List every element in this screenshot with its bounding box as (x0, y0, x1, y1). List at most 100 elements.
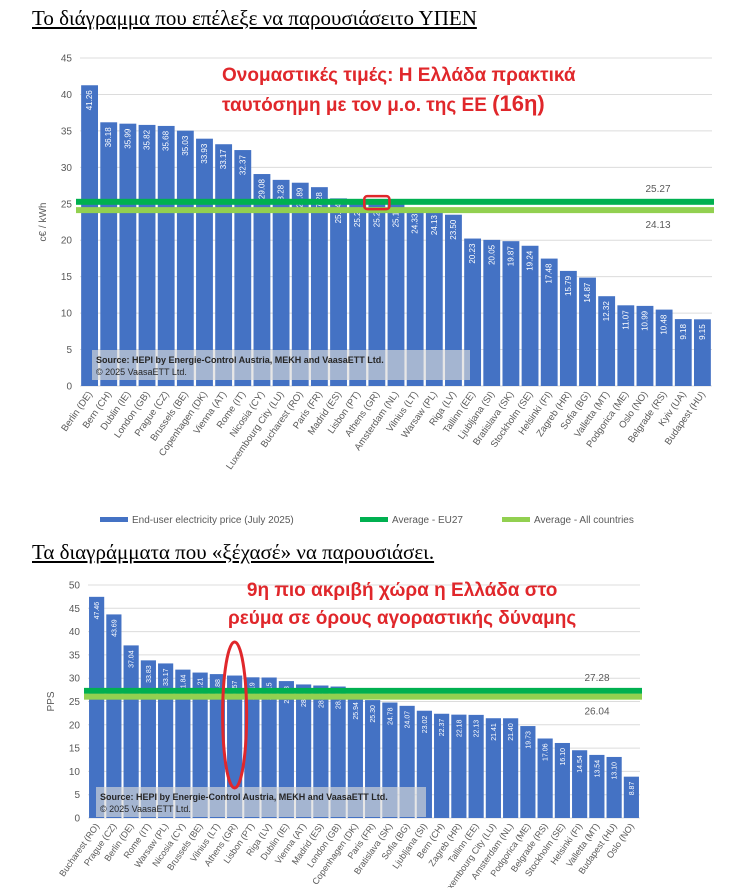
c2-data-label: 13.10 (612, 762, 619, 780)
c1-data-label: 10.48 (660, 314, 669, 335)
c1-data-label: 19.24 (526, 250, 535, 271)
c1-bar (81, 85, 99, 387)
c2-bar (623, 776, 639, 818)
c1-bar (559, 270, 577, 386)
c2-data-label: 21.41 (491, 723, 498, 741)
c2-data-label: 31.21 (198, 677, 205, 695)
c1-bar (445, 214, 462, 386)
c1-bar (196, 138, 213, 386)
c1-data-label: 20.23 (468, 243, 477, 264)
c1-legend-swatch (502, 517, 530, 522)
c1-bar (272, 179, 290, 386)
c1-average-line (76, 207, 714, 214)
c1-legend-swatch (360, 517, 388, 522)
c1-y-tick-label: 25 (61, 199, 73, 210)
heading-top: Το διάγραμμα που επέλεξε να παρουσιάσειτ… (32, 6, 477, 30)
c1-bar (387, 202, 405, 386)
c1-data-label: 35.03 (181, 135, 190, 156)
c2-y-tick-label: 50 (69, 581, 81, 592)
c1-bar (636, 305, 654, 386)
c1-bars: 41.26 36.18 35.99 35.82 35.68 35.03 33.93 33.17… (81, 85, 711, 387)
c1-y-tick-label: 10 (61, 309, 73, 320)
c2-data-label: 21.40 (508, 723, 515, 741)
c1-bar (579, 277, 596, 386)
c1-data-label: 24.33 (411, 213, 420, 234)
c1-average-line (76, 198, 714, 205)
c1-bar (655, 309, 673, 386)
c2-average-value-label: 27.28 (584, 673, 609, 684)
c2-bar (89, 596, 105, 818)
c1-data-label: 33.93 (200, 143, 209, 164)
c2-y-tick-label: 20 (69, 720, 81, 731)
callout-nominal-line2: ταυτόσημη με τον μ.ο. της ΕΕ (222, 95, 487, 116)
callout-nominal-rank: (16η) (492, 91, 545, 116)
c1-data-label: 9.18 (679, 324, 688, 340)
c2-bar (606, 756, 622, 818)
c2-average-line (84, 687, 642, 694)
c2-copyright-text: © 2025 VaasaETT Ltd. (100, 804, 191, 814)
c2-bar (106, 614, 122, 818)
c1-bar (368, 202, 386, 386)
c2-bar (434, 713, 450, 818)
c1-data-label: 41.26 (85, 90, 94, 111)
c1-bar (521, 245, 539, 386)
c2-y-tick-label: 0 (74, 814, 80, 825)
c2-bar (158, 663, 174, 818)
c1-y-tick-label: 45 (61, 54, 73, 65)
c2-y-tick-label: 45 (69, 604, 81, 615)
c2-bar (140, 660, 156, 818)
c2-data-label: 14.54 (577, 755, 584, 773)
c1-data-label: 25.19 (392, 207, 401, 228)
c1-source-text: Source: HEPI by Energie-Control Austria,… (96, 355, 384, 365)
c2-bar (278, 681, 294, 818)
c1-bar (138, 124, 156, 387)
c1-bar (693, 319, 711, 386)
c2-data-label: 33.83 (146, 665, 153, 683)
c2-y-tick-label: 30 (69, 674, 81, 685)
c1-bar (617, 305, 635, 386)
c1-bar (483, 239, 501, 386)
c2-bar (520, 726, 536, 818)
c1-data-label: 19.87 (506, 246, 515, 267)
c2-y-tick-label: 35 (69, 650, 81, 661)
c1-bar (253, 174, 271, 386)
c1-legend-label: Average - EU27 (392, 515, 463, 526)
c1-bar (119, 123, 137, 387)
c2-y-axis-title: PPS (46, 691, 57, 711)
c2-y-tick-label: 10 (69, 767, 81, 778)
c1-data-label: 9.15 (698, 324, 707, 340)
c2-data-label: 22.37 (439, 719, 446, 737)
c2-y-tick-label: 15 (69, 744, 81, 755)
c1-source-box: Source: HEPI by Energie-Control Austria,… (92, 350, 470, 380)
c1-data-label: 24.13 (430, 215, 439, 236)
c1-average-value-label: 24.13 (645, 220, 670, 231)
c2-bar (175, 669, 191, 818)
c2-data-label: 22.13 (474, 720, 481, 738)
c1-bar (100, 122, 118, 387)
c2-data-label: 37.04 (129, 650, 136, 668)
c1-y-tick-label: 0 (66, 382, 72, 393)
c2-data-label: 47.46 (94, 602, 101, 620)
c2-average-lines: 27.28 26.04 (84, 673, 642, 718)
c1-bar (215, 144, 233, 386)
c2-data-label: 16.10 (560, 748, 567, 766)
c1-x-tick-labels: Berlin (DE)Bern (CH)Dublin (IE)London (G… (59, 389, 708, 471)
c2-data-label: 13.54 (594, 760, 601, 778)
c1-data-label: 17.48 (545, 263, 554, 284)
c1-bar (540, 258, 558, 386)
callout-pps-line2: ρεύμα σε όρους αγοραστικής δύναμης (228, 608, 577, 629)
c1-source-background (92, 350, 470, 380)
chart-nominal-prices: 0 5 10 15 20 25 30 35 40 45 c€ / kWh 41.26 36.18 35… (38, 54, 714, 526)
c1-data-label: 28.28 (277, 184, 286, 205)
c1-data-label: 12.32 (602, 301, 611, 322)
c2-bar (261, 677, 277, 818)
c1-legend: End-user electricity price (July 2025) Av… (100, 515, 634, 526)
c1-y-tick-label: 30 (61, 163, 73, 174)
c2-data-label: 24.78 (387, 707, 394, 725)
c1-bar (176, 130, 194, 386)
c2-data-label: 31.84 (180, 675, 187, 693)
c1-data-label: 35.82 (143, 129, 152, 150)
c2-average-line (84, 693, 642, 700)
c2-bar (296, 684, 312, 818)
c2-data-label: 22.18 (456, 720, 463, 738)
